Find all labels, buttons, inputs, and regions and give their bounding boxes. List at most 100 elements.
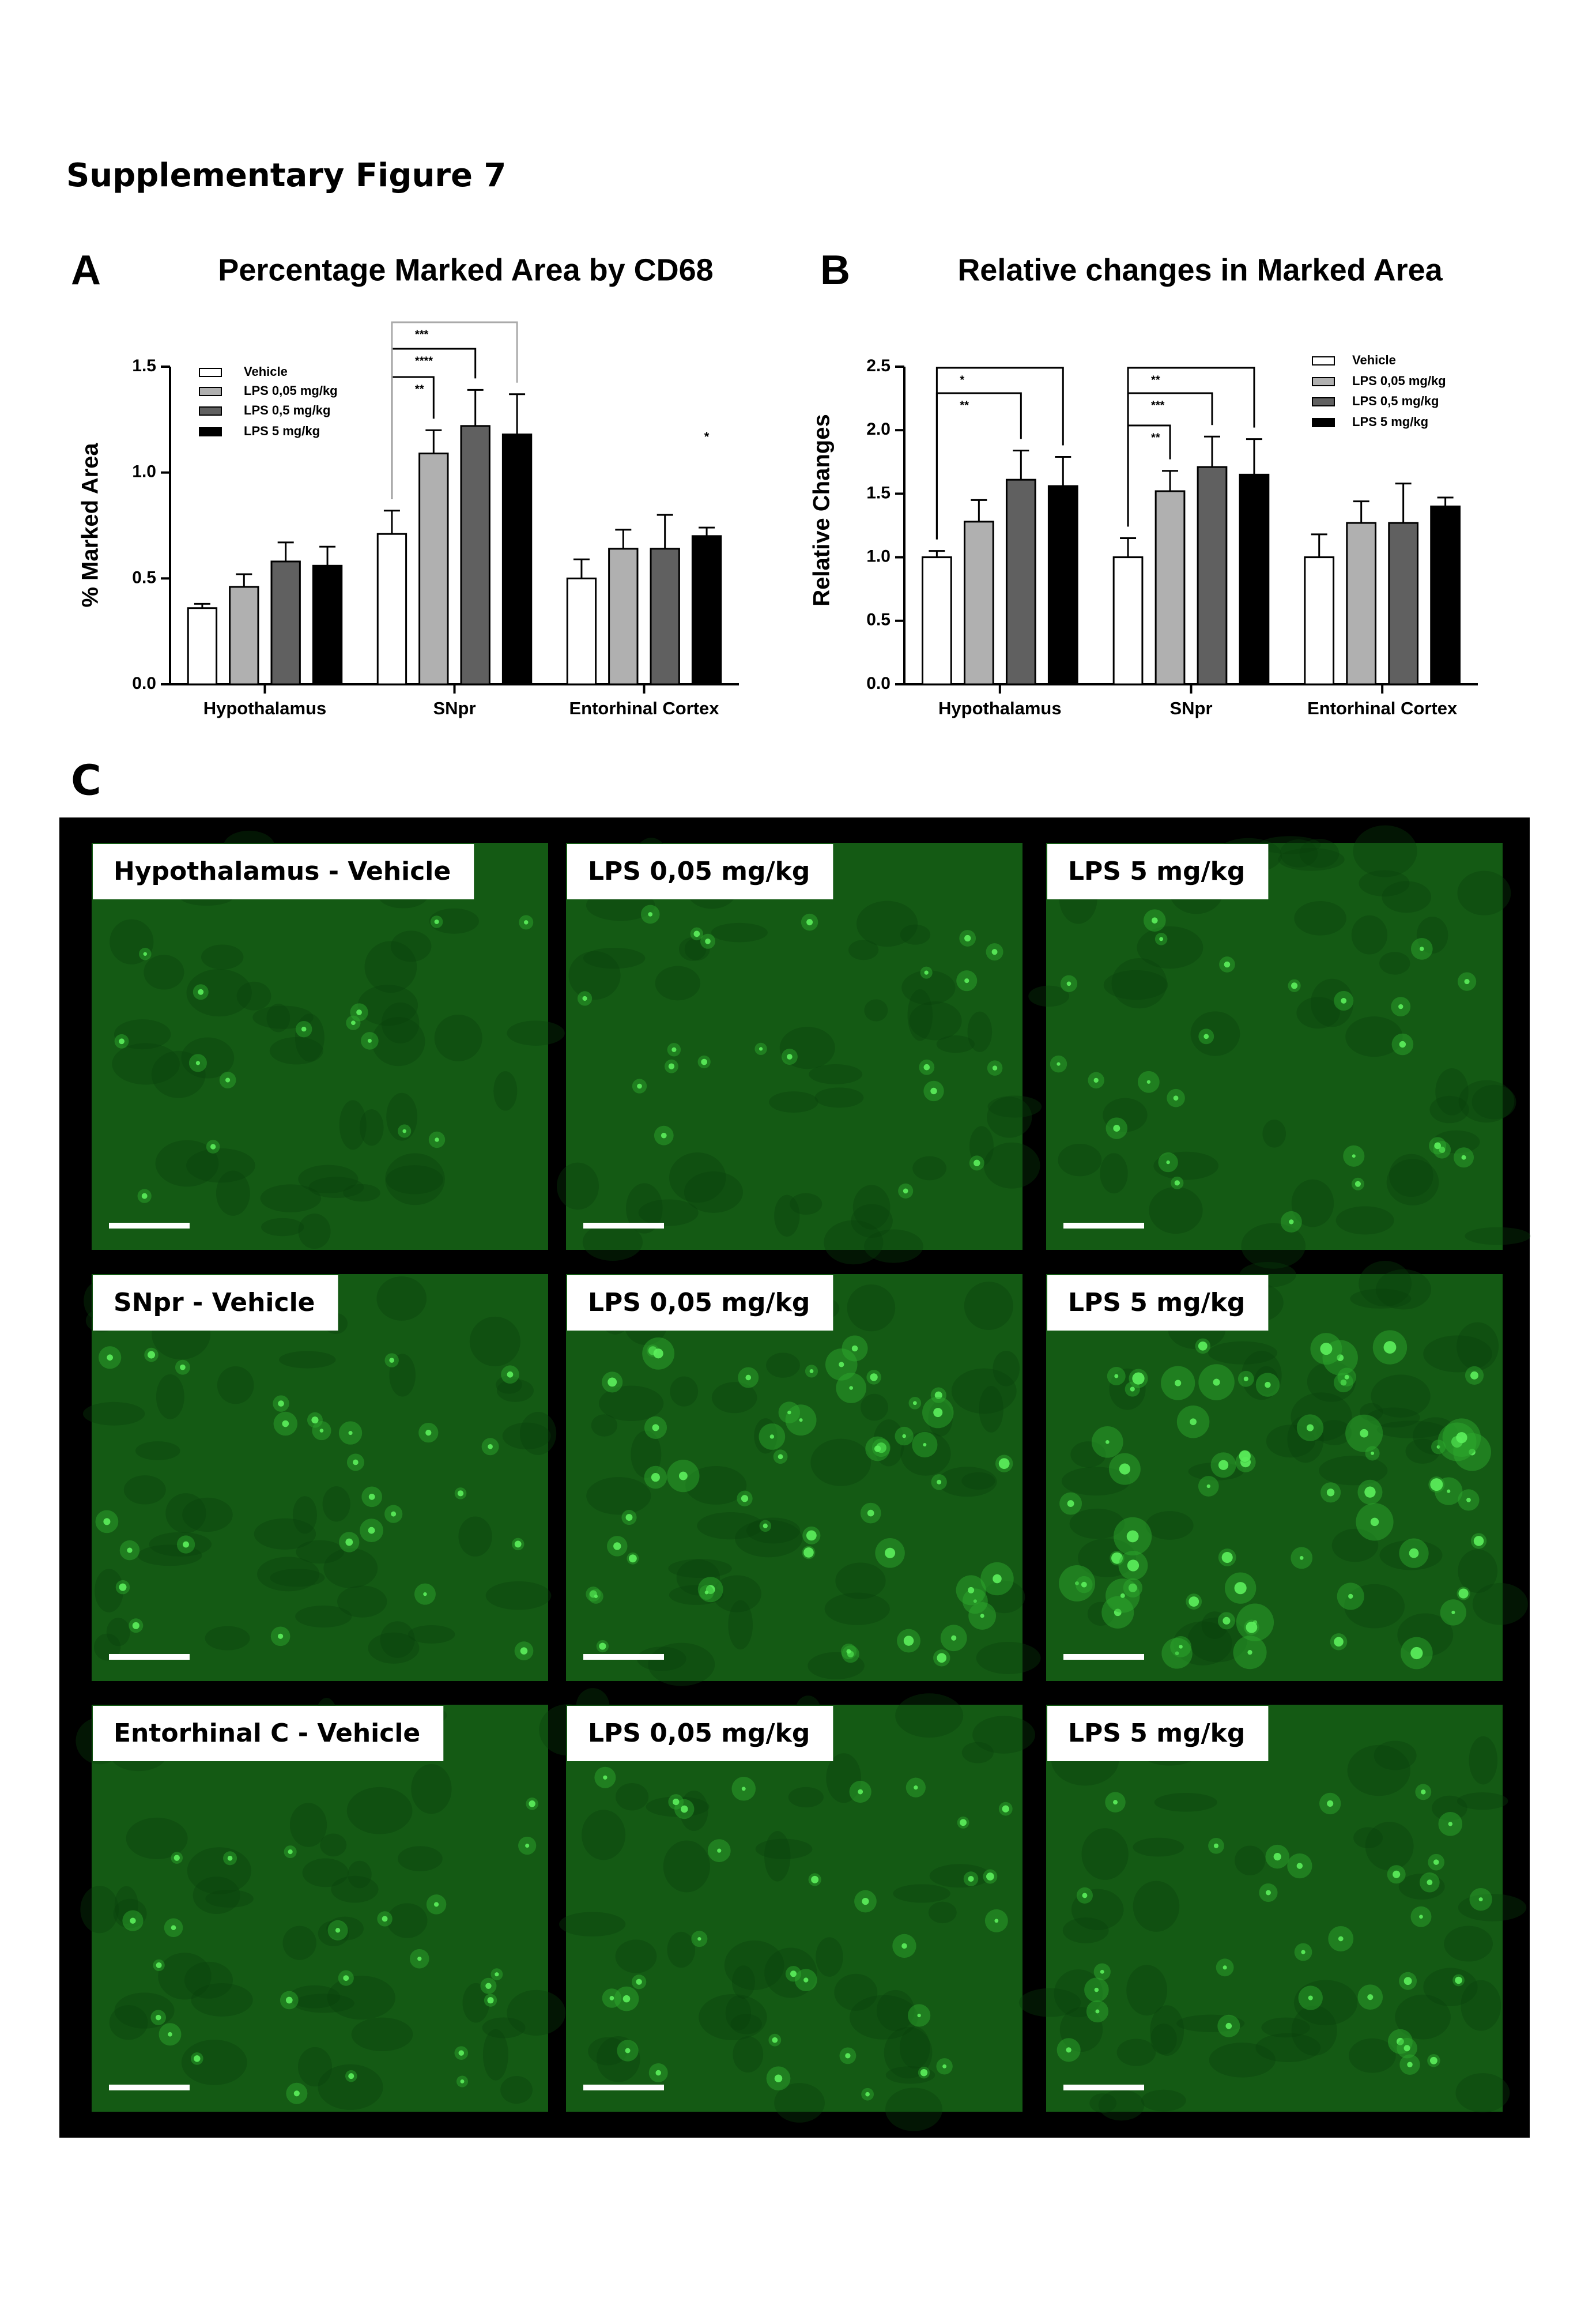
- micrograph-shadow: [697, 1512, 764, 1540]
- micrograph-shadow: [327, 1976, 395, 2020]
- micrograph-shadow: [359, 1109, 384, 1146]
- microglia-cell: [1397, 2037, 1404, 2045]
- microglia-cell: [367, 1038, 372, 1043]
- micrograph-shadow: [1291, 1392, 1352, 1441]
- micrograph-shadow: [667, 1931, 696, 1968]
- micrograph-shadow: [390, 930, 432, 962]
- micrograph-shadow: [1359, 870, 1410, 896]
- image-label-box: [1047, 1275, 1269, 1331]
- micrograph-shadow: [1262, 1120, 1286, 1148]
- microglia-cell: [608, 1377, 617, 1387]
- micrograph-shadow: [938, 1467, 997, 1497]
- x-tick-label: Entorhinal Cortex: [1307, 698, 1458, 718]
- microglia-cell: [1132, 1372, 1145, 1385]
- microglia-cell: [1067, 1500, 1074, 1508]
- micrograph-shadow: [1458, 1894, 1527, 1921]
- micrograph-shadow: [809, 1064, 863, 1084]
- micrograph-shadow: [1319, 1456, 1388, 1486]
- microglia-cell: [849, 1386, 853, 1390]
- microglia-cell: [1243, 1376, 1248, 1381]
- micrograph-shadow: [755, 1838, 813, 1859]
- image-label-box: [567, 1275, 833, 1331]
- microglia-cell: [839, 1362, 844, 1367]
- panel-label: C: [71, 756, 101, 805]
- micrograph-shadow: [408, 1625, 455, 1644]
- microglia-cell: [458, 2050, 465, 2056]
- microglia-cell: [741, 1787, 746, 1791]
- micrograph-shadow: [987, 1097, 1032, 1138]
- image-label-box: [93, 1275, 338, 1331]
- micrograph-background: [1046, 1705, 1503, 2112]
- micrograph-shadow: [292, 1496, 318, 1534]
- micrograph-shadow: [158, 1953, 212, 2000]
- micrograph-shadow: [266, 1004, 290, 1033]
- significance-bracket: [1127, 424, 1171, 527]
- micrograph-shadow: [972, 1716, 1036, 1754]
- micrograph-shadow: [293, 1994, 354, 2013]
- microglia-cell: [1095, 2009, 1100, 2014]
- micrograph: LPS 5 mg/kg: [1046, 1261, 1528, 1681]
- micrograph-shadow: [790, 1193, 822, 1215]
- micrograph-shadow: [1371, 1374, 1431, 1418]
- bar: [501, 434, 533, 685]
- micrograph-shadow: [1071, 1889, 1124, 1931]
- micrograph-shadow: [1353, 825, 1417, 877]
- image-label-box: [1047, 1706, 1269, 1761]
- legend-swatch: [199, 387, 222, 396]
- microglia-cell: [1403, 2045, 1410, 2052]
- micrograph-shadow: [1054, 1969, 1103, 2018]
- image-label: LPS 0,05 mg/kg: [588, 1288, 810, 1317]
- y-axis-label: Relative Changes: [809, 414, 835, 606]
- significance-label: **: [415, 383, 424, 395]
- micrograph-shadow: [851, 1204, 893, 1238]
- microglia-cell: [156, 1962, 162, 1968]
- micrograph-shadow: [1360, 1403, 1383, 1421]
- microglia-cell: [942, 2064, 947, 2068]
- microglia-cell: [1334, 1637, 1344, 1647]
- microglia-cell: [1427, 1879, 1433, 1886]
- microglia-cell: [1130, 1386, 1135, 1392]
- microglia-cell: [1434, 1142, 1441, 1150]
- microglia-cell: [1190, 1418, 1197, 1426]
- micrograph-shadow: [901, 970, 956, 1005]
- microglia-cell: [433, 1902, 439, 1907]
- micrograph-shadow: [1201, 1611, 1228, 1639]
- micrograph-shadow: [1150, 2024, 1177, 2055]
- micrograph-shadow: [269, 1037, 323, 1065]
- bar: [566, 577, 597, 685]
- micrograph-shadow: [929, 1864, 991, 1888]
- micrograph-shadow: [186, 969, 252, 1017]
- micrograph-shadow: [824, 1592, 890, 1625]
- micrograph-shadow: [1310, 978, 1354, 1027]
- micrograph-shadow: [728, 1600, 753, 1650]
- microglia-cell: [1451, 1610, 1455, 1614]
- micrograph-shadow: [252, 1005, 314, 1029]
- micrograph-shadow: [381, 1002, 420, 1043]
- microglia-cell: [417, 1956, 422, 1961]
- microglia-cell: [903, 1188, 908, 1194]
- micrograph-shadow: [852, 1185, 891, 1230]
- microglia-cell: [671, 1047, 677, 1052]
- microglia-cell: [1114, 1374, 1119, 1378]
- micrograph-shadow: [205, 1889, 254, 1908]
- bar: [1154, 490, 1186, 685]
- micrograph-shadow: [1287, 1415, 1324, 1463]
- micrograph-shadow: [337, 1585, 387, 1618]
- micrograph-shadow: [754, 1418, 778, 1454]
- bar: [418, 453, 449, 685]
- microglia-cell: [180, 1364, 186, 1370]
- micrograph-shadow: [1062, 1917, 1109, 1943]
- micrograph-shadow: [94, 1633, 121, 1661]
- microglia-cell: [173, 1855, 180, 1861]
- y-tick-label: 0.5: [132, 568, 156, 587]
- image-label: LPS 5 mg/kg: [1068, 1719, 1245, 1748]
- microglia-cell: [1289, 1219, 1294, 1224]
- micrograph-shadow: [149, 1532, 212, 1557]
- micrograph-shadow: [983, 1142, 1040, 1189]
- microglia-cell: [225, 1077, 231, 1083]
- micrograph-shadow: [668, 1559, 732, 1578]
- micrograph-shadow: [631, 1430, 662, 1478]
- microglia-cell: [799, 1418, 803, 1422]
- micrograph-shadow: [1379, 952, 1410, 975]
- microglia-cell: [1225, 2022, 1232, 2029]
